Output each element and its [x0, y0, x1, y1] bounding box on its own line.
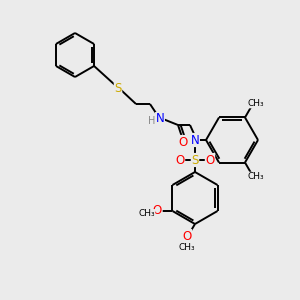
Text: S: S: [191, 154, 199, 166]
Text: O: O: [206, 154, 214, 166]
Text: O: O: [178, 136, 188, 148]
Text: O: O: [153, 205, 162, 218]
Text: CH₃: CH₃: [179, 244, 195, 253]
Text: CH₃: CH₃: [138, 209, 155, 218]
Text: CH₃: CH₃: [248, 172, 264, 181]
Text: N: N: [156, 112, 164, 125]
Text: N: N: [190, 134, 200, 146]
Text: O: O: [182, 230, 192, 242]
Text: O: O: [176, 154, 184, 166]
Text: CH₃: CH₃: [248, 99, 264, 108]
Text: H: H: [148, 116, 156, 126]
Text: S: S: [114, 82, 122, 94]
